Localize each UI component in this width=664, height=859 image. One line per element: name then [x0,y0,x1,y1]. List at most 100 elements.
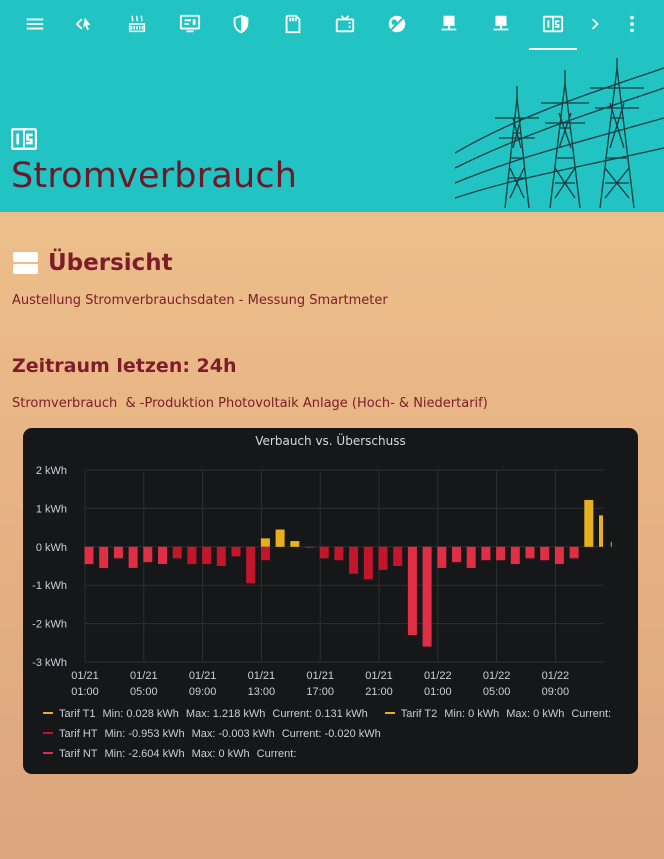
chart-bar[interactable] [452,546,461,563]
chart-panel[interactable]: 2 kWh 1 kWh 0 kWh -1 kWh -2 kWh -3 kWh 01/21 01… [23,428,638,774]
tv-icon[interactable] [332,11,358,37]
toolbar [0,0,664,48]
back-icon[interactable] [70,11,96,37]
chart-bar[interactable] [407,546,417,636]
chart-bar[interactable] [525,546,535,559]
y-tick-label: 0 kWh [36,542,67,554]
legend-min: Min: 0.028 kWh [102,708,179,720]
chart-bar[interactable] [599,515,603,547]
header: Stromverbrauch [0,0,664,212]
lan-icon-2[interactable] [488,11,514,37]
power-pylons-image [455,58,664,209]
x-tick-time: 13:00 [248,686,276,698]
legend-current: Current: [571,708,612,720]
chart-bar[interactable] [260,546,270,561]
chart-bar[interactable] [202,546,212,565]
x-tick-date: 01/21 [130,670,158,682]
section-title: Übersicht [48,250,173,276]
shield-icon[interactable] [228,11,254,37]
chart-bar[interactable] [363,546,373,580]
chart-bar[interactable] [290,541,300,547]
chart-bar[interactable] [246,546,256,584]
x-tick-date: 01/21 [71,670,99,682]
x-tick-date: 01/22 [424,670,452,682]
chart-bar[interactable] [378,546,388,570]
chart-bar[interactable] [158,546,167,565]
chart-bar[interactable] [260,538,270,547]
x-tick-time: 09:00 [189,686,217,698]
chart-bar[interactable] [510,546,520,565]
chart-bar[interactable] [187,546,197,565]
view-agenda-icon [13,252,38,274]
monitor-icon[interactable] [177,11,203,37]
y-tick-label: -3 kWh [32,657,67,669]
chart-bar[interactable] [143,546,153,563]
chart-bar[interactable] [610,541,612,547]
legend-name: Tarif T2 [400,708,438,720]
chart-bar[interactable] [99,546,109,568]
chart-bar[interactable] [216,546,226,566]
legend-item[interactable]: Tarif T2 Min: 0 kWh Max: 0 kWh Current: [384,708,618,720]
legend-swatch [43,712,53,715]
legend-min: Min: 0 kWh [444,708,500,720]
x-tick-date: 01/21 [189,670,217,682]
chart-bar[interactable] [334,546,344,561]
page-title: Stromverbrauch [11,156,298,196]
x-tick-time: 09:00 [542,686,570,698]
legend-max: Max: -0.003 kWh [191,728,275,740]
counter-icon [11,128,37,150]
chart-title: Verbauch vs. Überschuss [255,434,406,448]
lan-icon-1[interactable] [436,11,462,37]
chart-bar[interactable] [349,546,359,574]
chevron-right-icon[interactable] [583,11,609,37]
section-subtitle: Austellung Stromverbrauchsdaten - Messun… [12,293,388,308]
legend-row: Tarif T1 Min: 0.028 kWh Max: 1.218 kWh Curr… [43,708,628,720]
chart-bar[interactable] [231,546,241,557]
chart-bar[interactable] [584,499,594,547]
chart-bar[interactable] [466,546,476,568]
menu-icon[interactable] [22,11,48,37]
chart-bar[interactable] [540,546,550,561]
heater-icon[interactable] [124,11,150,37]
sd-card-icon[interactable] [280,11,306,37]
chart-bar[interactable] [275,529,285,547]
chart-bar[interactable] [569,546,579,559]
x-tick-date: 01/22 [542,670,570,682]
legend-swatch [43,732,53,735]
chart-bar[interactable] [393,546,403,566]
x-tick-time: 21:00 [365,686,393,698]
chart-bar[interactable] [496,546,506,561]
chart-bar[interactable] [305,546,314,548]
legend-current: Current: 0.131 kWh [272,708,368,720]
x-tick-time: 01:00 [424,686,452,698]
y-tick-label: 1 kWh [36,503,67,515]
active-tab-indicator [529,48,577,50]
legend-max: Max: 1.218 kWh [185,708,266,720]
legend-item[interactable]: Tarif NT Min: -2.604 kWh Max: 0 kWh Current… [43,748,303,760]
chart-bar[interactable] [128,546,138,568]
chart-bar[interactable] [422,546,432,647]
counter-icon[interactable] [540,11,566,37]
chart-bar[interactable] [113,546,123,559]
x-tick-time: 17:00 [306,686,334,698]
chart-bar[interactable] [481,546,491,561]
weather-icon[interactable] [384,11,410,37]
legend-max: Max: 0 kWh [191,748,250,760]
x-tick-date: 01/21 [248,670,276,682]
legend-swatch [384,712,395,715]
x-tick-time: 05:00 [130,686,158,698]
more-vertical-icon[interactable] [619,11,645,37]
legend-row: Tarif HT Min: -0.953 kWh Max: -0.003 kWh Cu… [43,728,398,740]
x-tick-date: 01/22 [483,670,511,682]
legend-item[interactable]: Tarif T1 Min: 0.028 kWh Max: 1.218 kWh Curr… [43,708,375,720]
chart-bar[interactable] [84,546,94,565]
chart-bar[interactable] [319,546,329,559]
y-tick-label: -2 kWh [32,619,67,631]
chart-bar[interactable] [437,546,447,568]
y-tick-label: -1 kWh [32,580,67,592]
chart-bar[interactable] [172,546,182,559]
legend-item[interactable]: Tarif HT Min: -0.953 kWh Max: -0.003 kWh Cu… [43,728,388,740]
legend-current: Current: [256,748,297,760]
chart-bar[interactable] [554,546,564,565]
legend-min: Min: -2.604 kWh [104,748,185,760]
